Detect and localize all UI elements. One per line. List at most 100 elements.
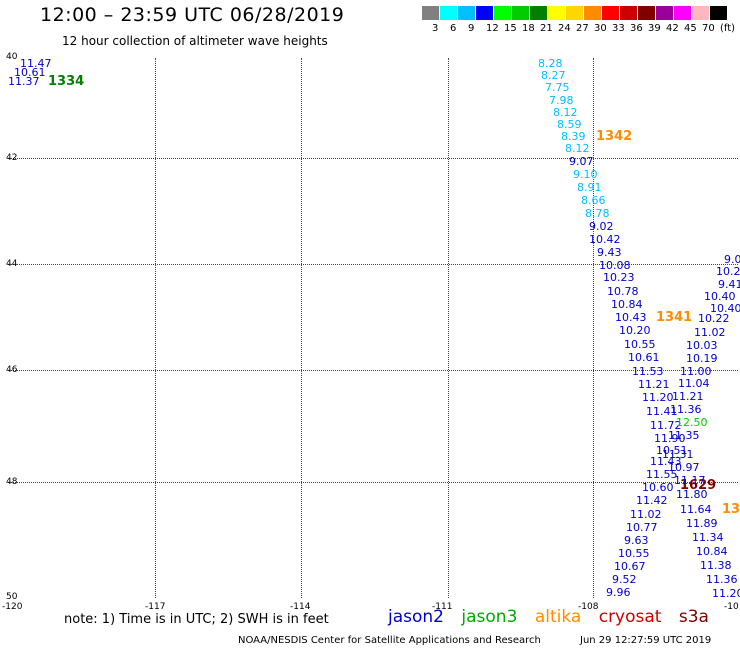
wave-height-value: 11.21 xyxy=(638,378,670,391)
colorbar-swatch xyxy=(458,6,475,20)
colorbar-label: 27 xyxy=(576,23,589,34)
colorbar-swatch xyxy=(512,6,529,20)
wave-height-value: 10.55 xyxy=(624,338,656,351)
wave-height-value: 9.10 xyxy=(573,168,598,181)
map-title: 12:00 – 23:59 UTC 06/28/2019 xyxy=(40,4,345,26)
wave-height-value: 10.78 xyxy=(607,285,639,298)
wave-height-value: 11.20 xyxy=(712,587,740,600)
wave-height-value: 10.61 xyxy=(628,351,660,364)
colorbar-label: 45 xyxy=(684,23,697,34)
wave-height-value: 10.03 xyxy=(686,339,718,352)
colorbar-label: 70 xyxy=(702,23,715,34)
colorbar-label: 42 xyxy=(666,23,679,34)
wave-height-value: 8.78 xyxy=(585,207,610,220)
wave-height-value: 10.42 xyxy=(589,233,621,246)
wave-height-value: 11.64 xyxy=(680,503,712,516)
wave-height-value: 11.90 xyxy=(654,432,686,445)
colorbar-swatch xyxy=(566,6,583,20)
altimeter-map-area xyxy=(8,58,738,598)
wave-height-value: 11.55 xyxy=(646,468,678,481)
wave-height-value: 11.35 xyxy=(668,429,700,442)
wave-height-value: 9.43 xyxy=(597,246,622,259)
latitude-label: 44 xyxy=(6,259,18,269)
legend-s3a: s3a xyxy=(678,607,709,627)
latitude-label: 40 xyxy=(6,52,18,62)
longitude-gridline xyxy=(448,58,449,598)
wave-height-value: 8.39 xyxy=(561,130,586,143)
wave-height-value: 11.43 xyxy=(650,455,682,468)
latitude-gridline xyxy=(8,370,738,371)
colorbar-label: 15 xyxy=(504,23,517,34)
wave-height-value: 11.34 xyxy=(692,531,724,544)
colorbar-label: 6 xyxy=(450,23,457,34)
colorbar-label: 33 xyxy=(612,23,625,34)
colorbar-swatch xyxy=(494,6,511,20)
colorbar-swatch xyxy=(710,6,727,20)
wave-height-value: 10.84 xyxy=(611,298,643,311)
wave-height-value: 8.12 xyxy=(553,106,578,119)
wave-height-value: 10.77 xyxy=(626,521,658,534)
wave-height-value: 11.72 xyxy=(650,419,682,432)
wave-height-value: 11.36 xyxy=(670,403,702,416)
longitude-label: -10 xyxy=(724,602,739,612)
wave-height-value: 9.07 xyxy=(569,155,594,168)
longitude-label: -114 xyxy=(290,602,311,612)
legend-altika: altika xyxy=(534,607,582,627)
longitude-label: -117 xyxy=(145,602,166,612)
legend-cryosat: cryosat xyxy=(598,607,662,627)
colorbar-swatch xyxy=(548,6,565,20)
wave-height-value: 10.55 xyxy=(618,547,650,560)
wave-height-value: 9.41 xyxy=(718,278,740,291)
longitude-gridline xyxy=(155,58,156,598)
colorbar-swatch xyxy=(422,6,439,20)
track-id-label: 1341 xyxy=(656,310,693,325)
wave-height-value: 10.20 xyxy=(619,324,651,337)
wave-height-value: 10.60 xyxy=(642,481,674,494)
legend-jason3: jason3 xyxy=(461,607,518,627)
wave-height-value: 10.40 xyxy=(704,290,736,303)
colorbar-swatch xyxy=(638,6,655,20)
wave-height-value: 11.41 xyxy=(646,405,678,418)
latitude-gridline xyxy=(8,482,738,483)
colorbar-swatch xyxy=(440,6,457,20)
wave-height-value: 8.66 xyxy=(581,194,606,207)
wave-height-value: 9.52 xyxy=(612,573,637,586)
wave-height-value: 10.40 xyxy=(710,302,740,315)
legend-jason2: jason2 xyxy=(388,607,444,627)
wave-height-value: 11.04 xyxy=(678,377,710,390)
units-note: note: 1) Time is in UTC; 2) SWH is in fe… xyxy=(64,612,329,627)
wave-height-value: 11.80 xyxy=(676,488,708,501)
colorbar-label: 12 xyxy=(486,23,499,34)
longitude-label: -111 xyxy=(432,602,453,612)
colorbar-label: 21 xyxy=(540,23,553,34)
generated-timestamp: Jun 29 12:27:59 UTC 2019 xyxy=(580,635,712,646)
wave-height-value: 11.02 xyxy=(694,326,726,339)
wave-height-value: 10.19 xyxy=(686,352,718,365)
wave-height-value: 9.96 xyxy=(606,586,631,599)
longitude-label: -108 xyxy=(578,602,599,612)
colorbar-swatch xyxy=(674,6,691,20)
wave-height-value: 11.21 xyxy=(672,390,704,403)
wave-height-value: 11.53 xyxy=(632,365,664,378)
wave-height-value: 11.02 xyxy=(630,508,662,521)
wave-height-value: 9.0 xyxy=(724,253,740,266)
wave-height-value: 8.28 xyxy=(538,57,563,70)
wave-height-value: 10.23 xyxy=(603,271,635,284)
wave-height-value: 10.97 xyxy=(668,461,700,474)
wave-height-value: 11.89 xyxy=(686,517,718,530)
wave-height-value: 11.20 xyxy=(642,391,674,404)
map-subtitle: 12 hour collection of altimeter wave hei… xyxy=(62,34,328,48)
colorbar-swatch xyxy=(476,6,493,20)
wave-height-value: 9.02 xyxy=(589,220,614,233)
colorbar-swatch xyxy=(656,6,673,20)
colorbar-swatch xyxy=(530,6,547,20)
latitude-label: 46 xyxy=(6,365,18,375)
wave-height-value: 11.31 xyxy=(662,448,694,461)
latitude-label: 42 xyxy=(6,153,18,163)
wave-height-value: 11.17 xyxy=(674,474,706,487)
latitude-gridline xyxy=(8,158,738,159)
wave-height-value: 11.42 xyxy=(636,494,668,507)
wave-height-value: 10.23 xyxy=(716,265,740,278)
wave-height-value: 7.98 xyxy=(549,94,574,107)
wave-height-value: 11.47 xyxy=(20,57,52,70)
